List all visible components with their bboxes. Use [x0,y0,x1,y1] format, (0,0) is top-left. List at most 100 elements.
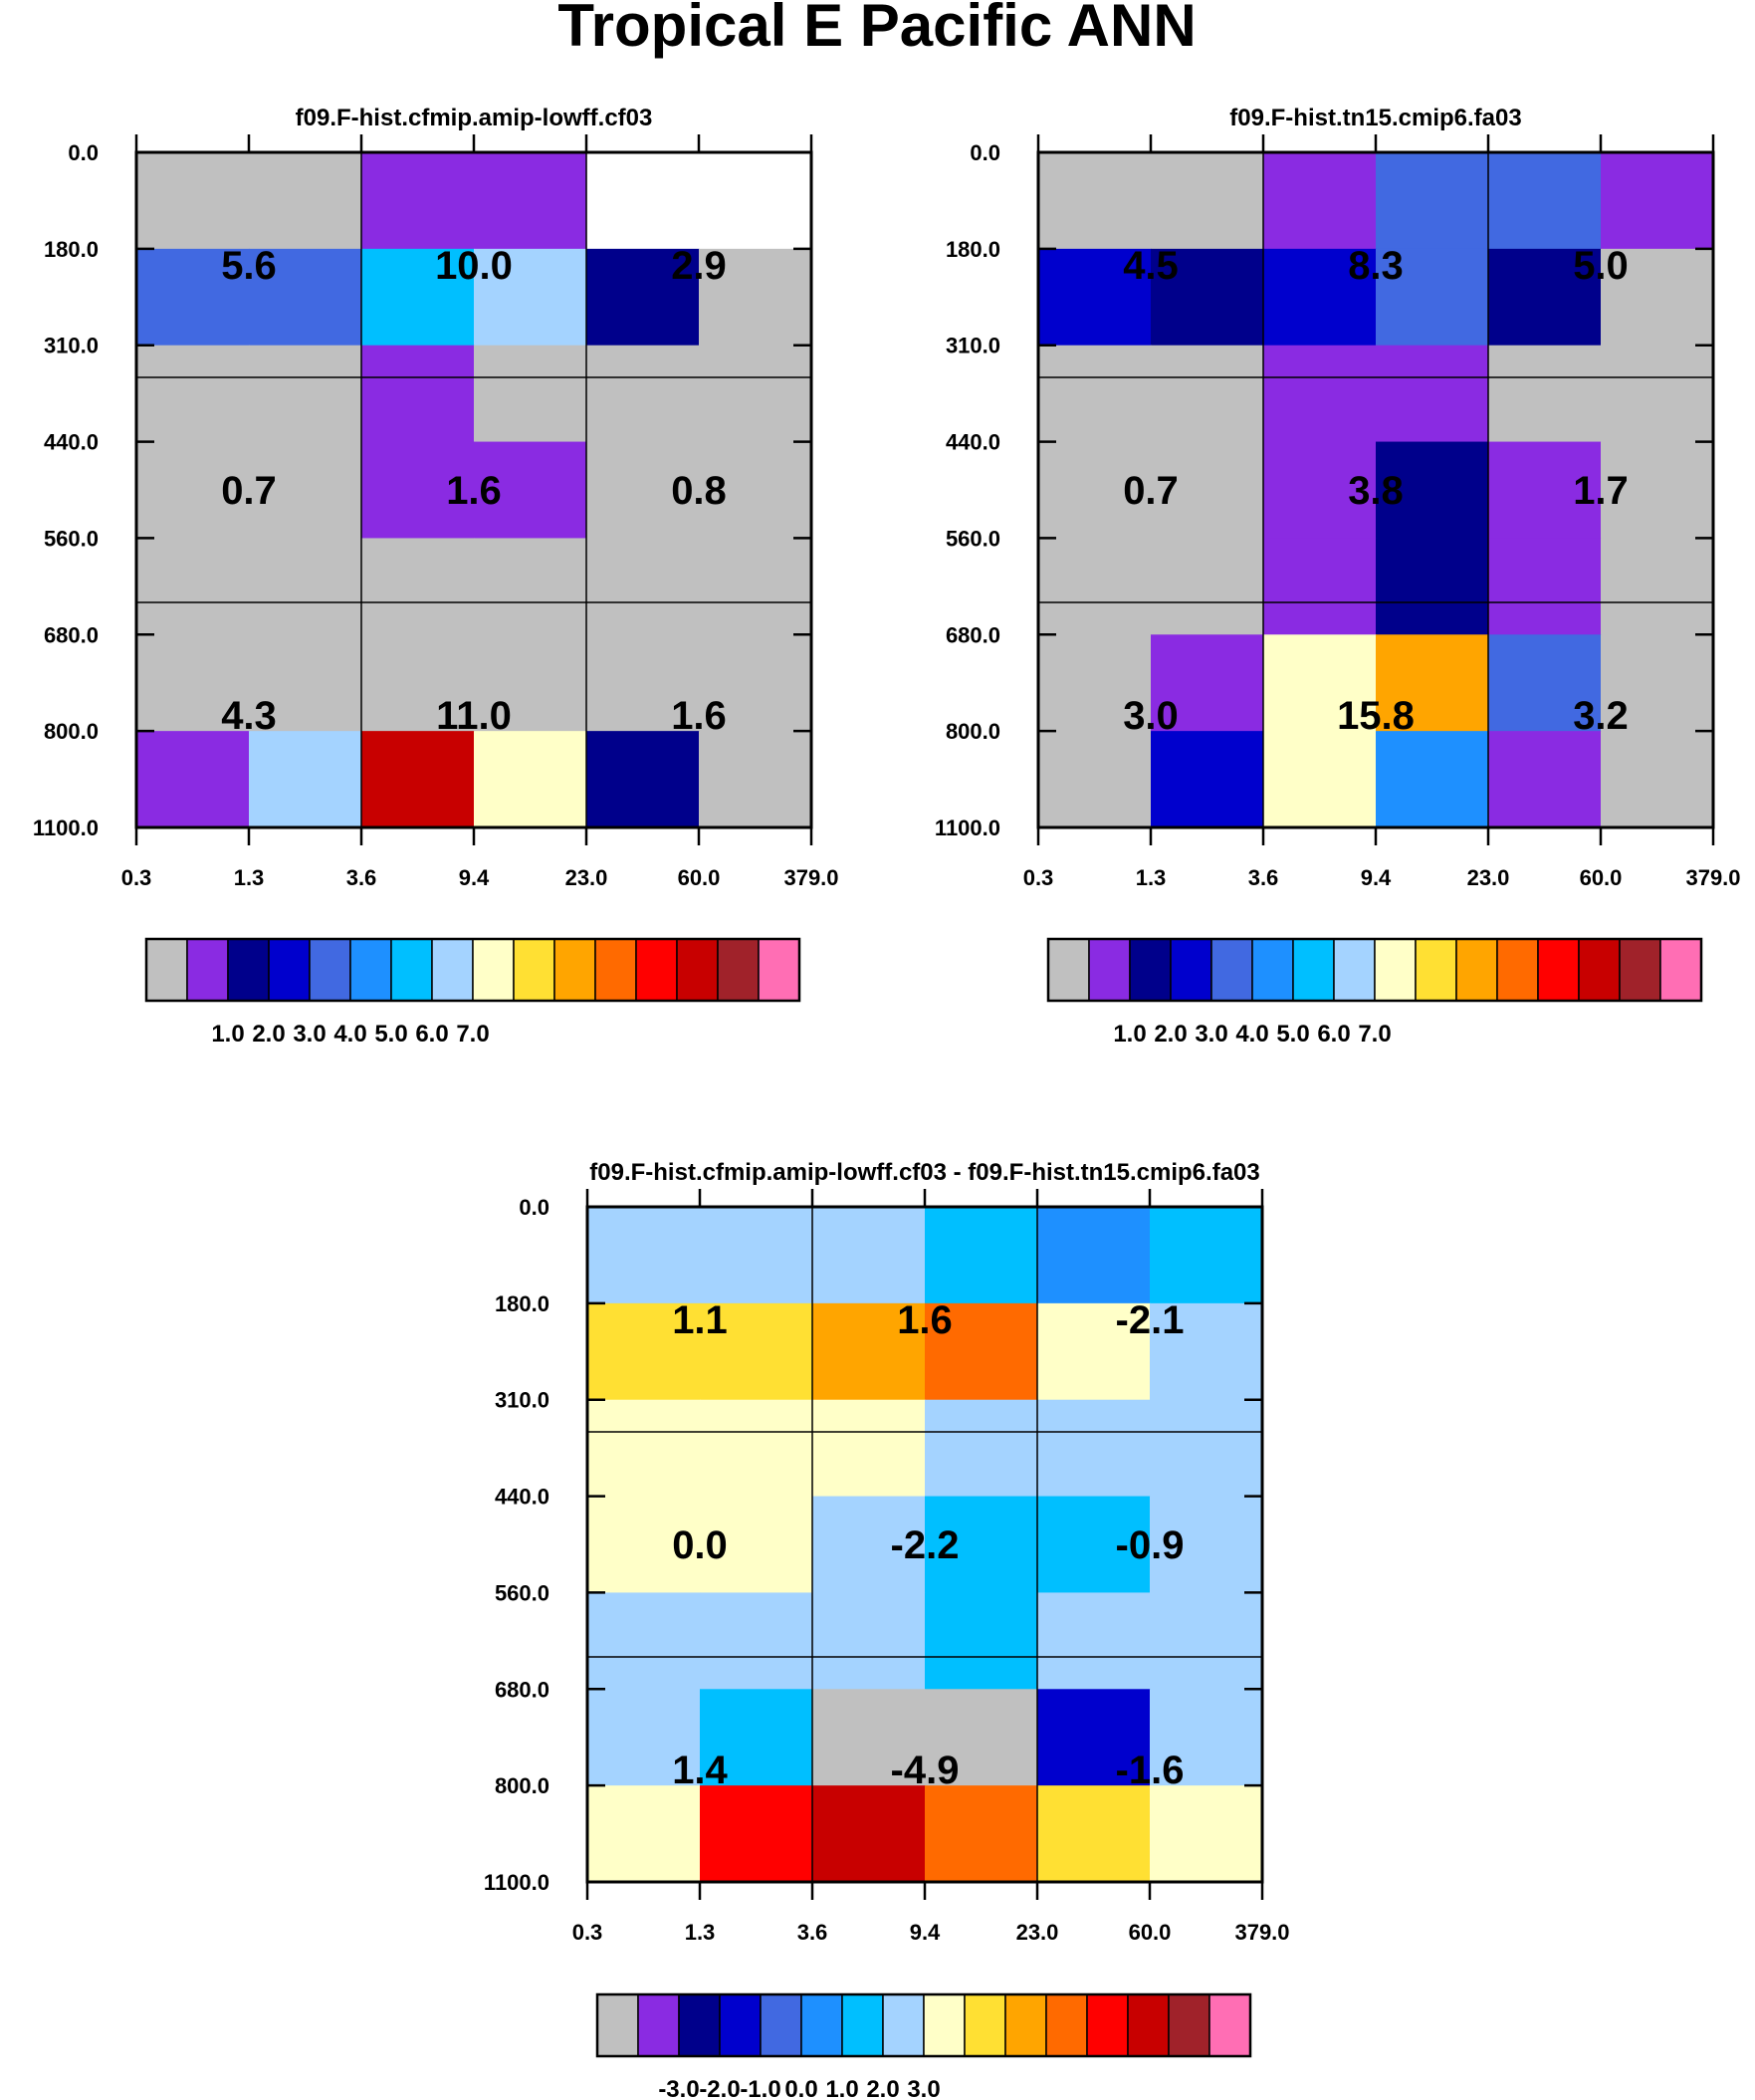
y-tick-label: 680.0 [44,622,99,647]
y-tick-label: 310.0 [946,334,1000,358]
heatmap-cell [925,1592,1038,1690]
colorbar-label: 2.0 [866,2076,899,2100]
heatmap-cell [587,1592,701,1690]
colorbar-swatch [760,1993,802,2057]
heatmap-cell [700,1689,813,1786]
x-tick-label: 60.0 [1580,865,1623,890]
x-tick-label: 9.4 [910,1920,941,1945]
heatmap-cell [361,152,475,250]
colorbar-swatch [145,938,188,1002]
colorbar-swatch [1168,1993,1210,2057]
heatmap-cell [587,1207,701,1304]
box-value-label: 5.0 [1573,244,1629,288]
x-tick-label: 3.6 [797,1920,828,1945]
colorbar-swatch [717,938,760,1002]
box-value-label: -2.1 [1116,1298,1185,1342]
box-value-label: 1.4 [672,1749,728,1792]
colorbar-swatch [227,938,270,1002]
heatmap-cell [1150,1399,1263,1498]
y-tick-label: 0.0 [519,1195,549,1220]
heatmap-cell [1488,152,1602,250]
heatmap-cell [361,731,475,828]
heatmap-cell [249,248,362,347]
y-tick-label: 180.0 [946,237,1000,262]
colorbar-swatch [964,1993,1006,2057]
colorbar-label: 3.0 [1195,1021,1227,1048]
heatmap-cell [700,1302,813,1401]
heatmap-cell [812,1302,926,1401]
colorbar-swatch [676,938,719,1002]
heatmap-cell [1601,538,1714,635]
heatmap-cell [586,345,700,443]
heatmap-cell [1151,345,1264,443]
colorbar-swatch [1455,938,1498,1002]
y-tick-label: 440.0 [946,430,1000,455]
x-tick-label: 60.0 [1129,1920,1172,1945]
colorbar-swatch [553,938,596,1002]
x-tick-label: 379.0 [783,865,838,890]
colorbar-swatch [882,1993,925,2057]
colorbar-label: 7.0 [1358,1021,1391,1048]
heatmap-cell [812,1592,926,1690]
colorbar-label: -1.0 [740,2076,780,2100]
x-tick-label: 379.0 [1234,1920,1289,1945]
heatmap-cell [361,441,475,540]
colorbar-swatch [1170,938,1212,1002]
heatmap-cell [136,248,250,347]
y-tick-label: 440.0 [44,430,99,455]
colorbar: 1.0 2.0 3.0 4.0 5.0 6.0 7.0 [144,937,801,1048]
heatmap-cell [1037,1785,1151,1883]
y-tick-label: 180.0 [44,237,99,262]
colorbar-swatch [635,938,678,1002]
y-tick-label: 800.0 [495,1773,549,1798]
heatmap-cell [136,731,250,828]
colorbar-swatch [637,1993,680,2057]
x-tick-label: 23.0 [1467,865,1510,890]
heatmap-cell [136,538,250,635]
heatmap-cell [1488,538,1602,635]
heatmap-cell [361,248,475,347]
heatmap-cell [474,345,587,443]
heatmap-cell [1488,441,1602,540]
colorbar-swatch [719,1993,762,2057]
heatmap-cell [587,1399,701,1498]
colorbar-label: 5.0 [1276,1021,1309,1048]
heatmap-cell [1037,1689,1151,1786]
colorbar-swatch [1004,1993,1047,2057]
colorbar-swatch [923,1993,966,2057]
heatmap-cell [1150,1302,1263,1401]
colorbar-swatch [1537,938,1580,1002]
x-tick-label: 0.3 [1023,865,1054,890]
heatmap-cell [361,345,475,443]
heatmap-cell [699,538,812,635]
heatmap-cell [1038,441,1152,540]
colorbar-label: 1.0 [211,1021,244,1048]
x-tick-label: 3.6 [346,865,377,890]
heatmap-cell [1601,345,1714,443]
box-value-label: 2.9 [671,244,727,288]
y-tick-label: 560.0 [44,526,99,551]
figure-title: Tropical E Pacific ANN [557,0,1196,59]
heatmap-cell [474,731,587,828]
colorbar-label: 0.0 [784,2076,817,2100]
heatmap-cell [699,248,812,347]
heatmap-cells [587,1207,1263,1883]
colorbar-label: 2.0 [1154,1021,1187,1048]
heatmap-cell [1263,538,1377,635]
x-tick-label: 23.0 [565,865,608,890]
colorbar-swatch [1292,938,1335,1002]
y-tick-label: 680.0 [495,1677,549,1702]
heatmap-cell [1601,152,1714,250]
colorbar-label: 4.0 [1235,1021,1268,1048]
heatmap-cell [925,1689,1038,1786]
y-tick-label: 1100.0 [935,816,1000,840]
heatmap-cell [1151,731,1264,828]
box-value-label: 3.8 [1348,469,1404,513]
box-value-label: 0.7 [1123,469,1179,513]
heatmap-cell [1376,441,1489,540]
x-tick-label: 1.3 [234,865,265,890]
heatmap-cell [586,441,700,540]
heatmap-cell [925,1207,1038,1304]
x-tick-label: 60.0 [678,865,721,890]
colorbar-swatch [1086,1993,1129,2057]
